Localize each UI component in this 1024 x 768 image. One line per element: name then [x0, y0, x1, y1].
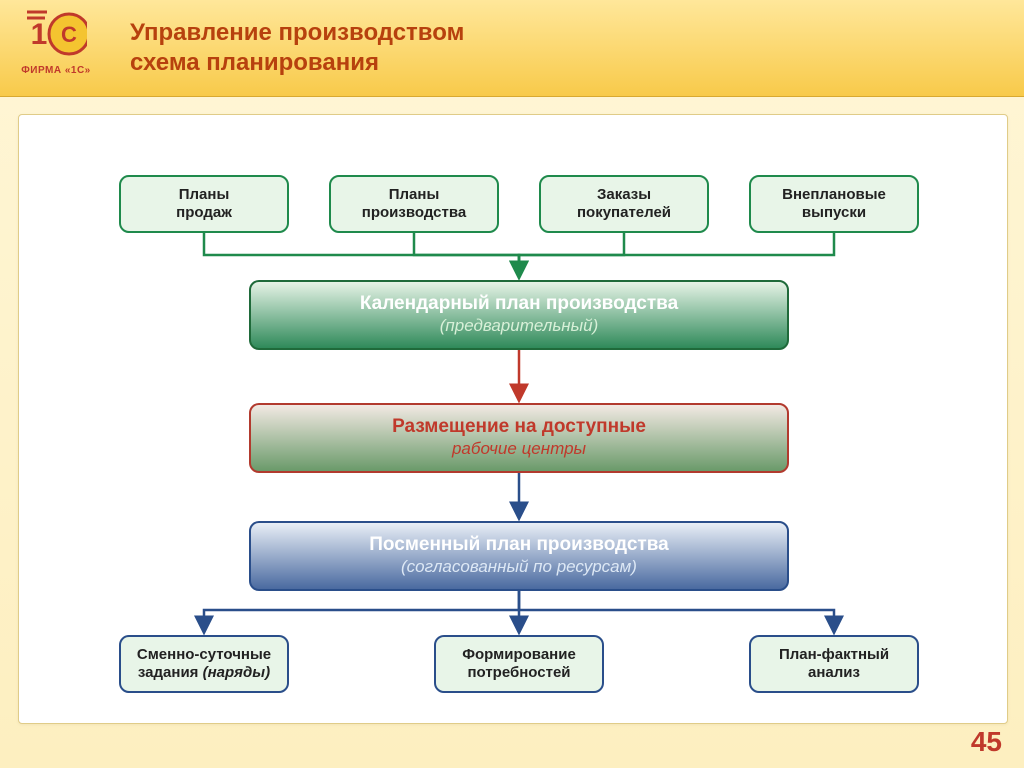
svg-text:С: С	[61, 22, 77, 47]
stage-node-2: Посменный план производства(согласованны…	[249, 521, 789, 591]
input-node-1: Планыпроизводства	[329, 175, 499, 233]
stage-node-1: Размещение на доступныерабочие центры	[249, 403, 789, 473]
arrow-0	[204, 233, 519, 273]
logo: С 1 ФИРМА «1С»	[10, 6, 102, 90]
output-node-1: Формированиепотребностей	[434, 635, 604, 693]
title-line-1: Управление производством	[130, 18, 464, 48]
arrow-8	[519, 591, 834, 628]
svg-text:1: 1	[31, 18, 48, 51]
slide-title: Управление производством схема планирова…	[130, 18, 464, 78]
header-bar: С 1 ФИРМА «1С» Управление производством …	[0, 0, 1024, 97]
arrow-3	[519, 233, 834, 273]
page-number: 45	[971, 726, 1002, 758]
input-node-0: Планыпродаж	[119, 175, 289, 233]
diagram-canvas: Планыпродаж Планыпроизводства Заказыпокупа…	[18, 114, 1008, 724]
logo-icon: С 1	[25, 6, 87, 58]
output-node-0: Сменно-суточныезадания (наряды)	[119, 635, 289, 693]
input-node-3: Внеплановыевыпуски	[749, 175, 919, 233]
input-node-2: Заказыпокупателей	[539, 175, 709, 233]
output-node-2: План-фактныйанализ	[749, 635, 919, 693]
arrow-2	[519, 233, 624, 273]
stage-node-0: Календарный план производства(предварите…	[249, 280, 789, 350]
arrow-6	[204, 591, 519, 628]
title-line-2: схема планирования	[130, 48, 464, 78]
logo-subtext: ФИРМА «1С»	[10, 65, 102, 76]
arrow-1	[414, 233, 519, 273]
slide: С 1 ФИРМА «1С» Управление производством …	[0, 0, 1024, 768]
